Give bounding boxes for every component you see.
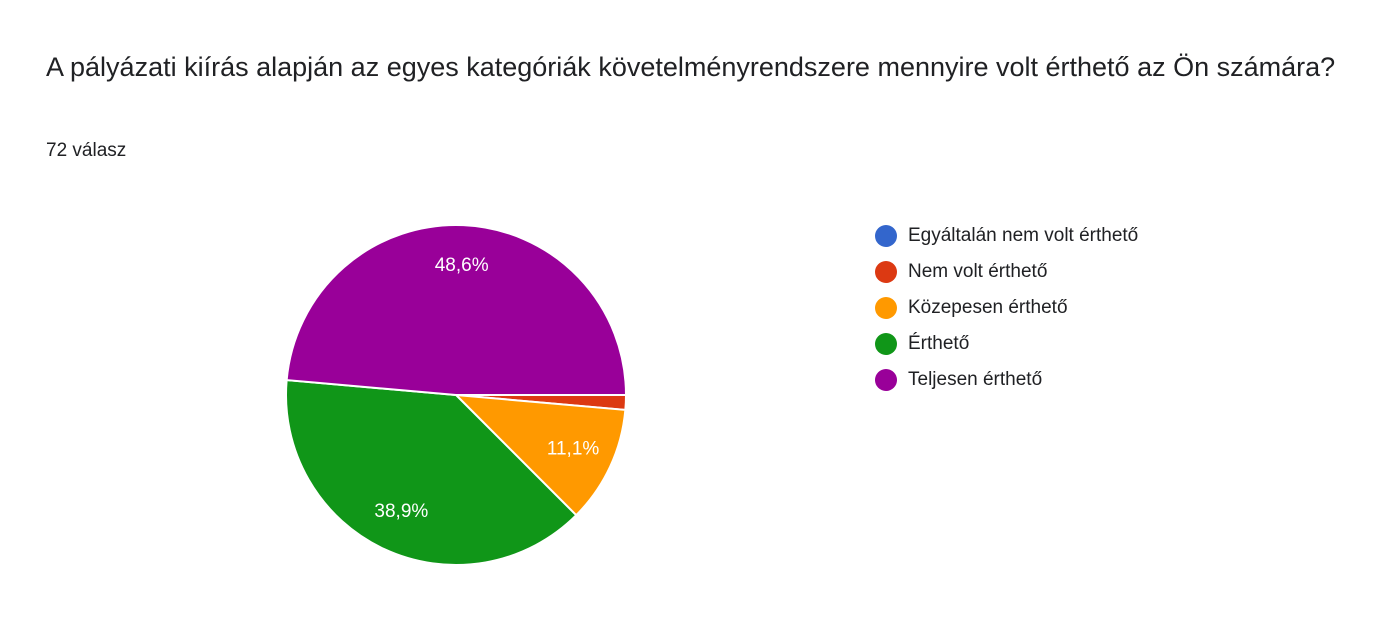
pie-slice bbox=[453, 393, 627, 517]
slice-label: 11,1% bbox=[547, 439, 600, 460]
slice-label: 38,9% bbox=[374, 501, 428, 522]
legend-marker bbox=[875, 297, 897, 319]
legend-marker bbox=[875, 261, 897, 283]
legend-marker bbox=[875, 225, 897, 247]
legend-marker bbox=[875, 333, 897, 355]
pie-slice bbox=[285, 224, 628, 396]
legend-marker bbox=[875, 369, 897, 391]
legend-label: Nem volt érthető bbox=[908, 261, 1047, 282]
chart-title: A pályázati kiírás alapján az egyes kate… bbox=[46, 52, 1336, 82]
legend-label: Teljesen érthető bbox=[908, 369, 1042, 390]
pie-slice bbox=[285, 378, 578, 566]
response-count: 72 válasz bbox=[46, 140, 127, 161]
legend-label: Érthető bbox=[908, 333, 969, 354]
legend-label: Egyáltalán nem volt érthető bbox=[908, 225, 1138, 246]
legend-label: Közepesen érthető bbox=[908, 297, 1068, 318]
slice-label: 48,6% bbox=[435, 255, 489, 276]
